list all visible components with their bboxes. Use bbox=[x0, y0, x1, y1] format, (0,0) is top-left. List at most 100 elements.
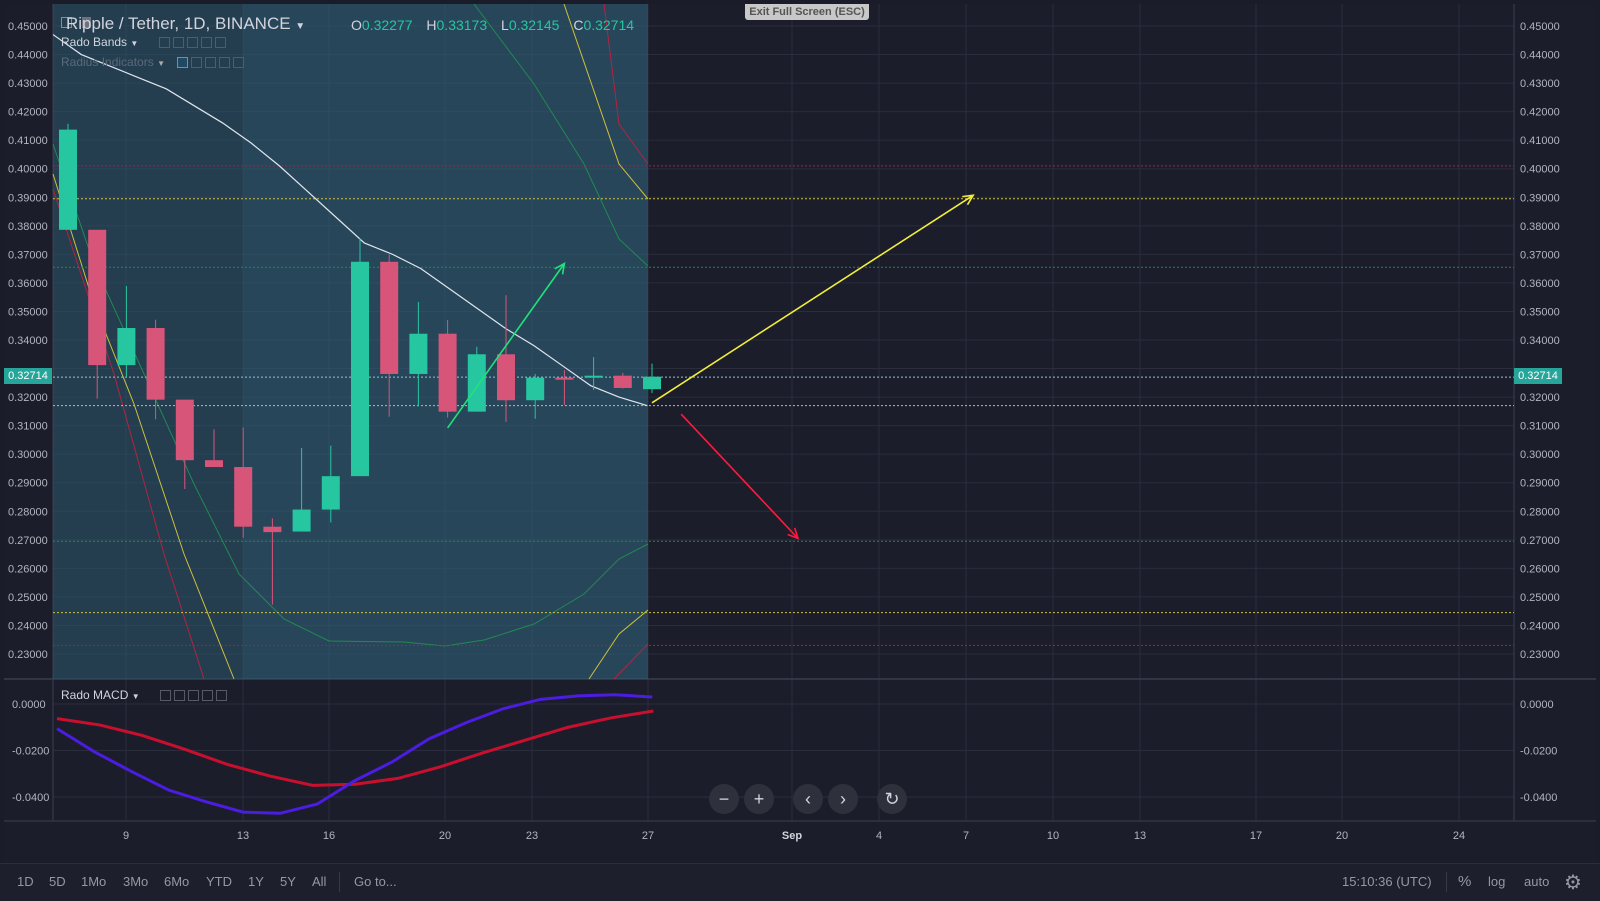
percent-toggle[interactable]: % bbox=[1458, 873, 1472, 890]
moving-average-line bbox=[52, 34, 648, 407]
macd-tick-left: -0.0400 bbox=[12, 792, 49, 804]
time-tick: 20 bbox=[439, 830, 451, 842]
source-icon[interactable] bbox=[187, 690, 199, 702]
auto-toggle[interactable]: auto bbox=[1524, 874, 1550, 889]
ohlc-legend: O0.32277 H0.33173 L0.32145 C0.32714 bbox=[351, 17, 635, 33]
candle-body bbox=[584, 375, 603, 378]
scroll-right-button[interactable]: › bbox=[828, 784, 858, 814]
range-1d[interactable]: 1D bbox=[17, 874, 34, 889]
price-tick-right: 0.36000 bbox=[1520, 278, 1560, 290]
bottom-toolbar: 1D 5D 1Mo 3Mo 6Mo YTD 1Y 5Y All Go to...… bbox=[0, 863, 1600, 901]
gear-icon[interactable] bbox=[172, 37, 184, 49]
price-tick-right: 0.28000 bbox=[1520, 506, 1560, 518]
range-5y[interactable]: 5Y bbox=[280, 874, 296, 889]
price-tick-right: 0.42000 bbox=[1520, 107, 1560, 119]
time-tick: 13 bbox=[237, 830, 249, 842]
macd-tick-right: 0.0000 bbox=[1520, 699, 1554, 711]
source-icon[interactable] bbox=[186, 37, 198, 49]
price-tick-left: 0.43000 bbox=[8, 78, 48, 90]
time-tick: 9 bbox=[123, 830, 129, 842]
zoom-in-button[interactable]: + bbox=[744, 784, 774, 814]
price-tick-left: 0.29000 bbox=[8, 478, 48, 490]
band-lower-yellow bbox=[588, 609, 649, 680]
price-tick-right: 0.25000 bbox=[1520, 592, 1560, 604]
close-icon[interactable] bbox=[215, 690, 227, 702]
close-icon[interactable] bbox=[233, 57, 245, 69]
price-tick-left: 0.23000 bbox=[8, 649, 48, 661]
range-1mo[interactable]: 1Mo bbox=[81, 874, 107, 889]
range-all[interactable]: All bbox=[312, 874, 327, 889]
candle-body bbox=[59, 129, 77, 230]
trend-arrow bbox=[446, 263, 566, 429]
time-tick: 4 bbox=[876, 830, 882, 842]
time-tick: 23 bbox=[526, 830, 538, 842]
range-5d[interactable]: 5D bbox=[49, 874, 66, 889]
trend-arrow bbox=[680, 413, 799, 539]
current-price-tag-right: 0.32714 bbox=[1514, 368, 1562, 384]
range-ytd[interactable]: YTD bbox=[206, 874, 232, 889]
price-tick-left: 0.37000 bbox=[8, 249, 48, 261]
macd-signal-line bbox=[56, 709, 654, 787]
candle-body bbox=[146, 328, 165, 400]
time-tick: 10 bbox=[1047, 830, 1059, 842]
time-tick: 7 bbox=[963, 830, 969, 842]
price-chart[interactable]: 0.45000 0.45000 0.44000 0.44000 0.43000 0.430… bbox=[4, 4, 1596, 896]
indicator-radius[interactable]: Radius Indicators ▼ bbox=[61, 55, 245, 69]
price-tick-left: 0.31000 bbox=[8, 421, 48, 433]
chevron-down-icon[interactable]: ▼ bbox=[295, 21, 306, 32]
exit-fullscreen-button[interactable]: Exit Full Screen (ESC) bbox=[745, 4, 869, 20]
reset-chart-button[interactable]: ↻ bbox=[877, 784, 907, 814]
eye-icon[interactable] bbox=[177, 57, 189, 69]
price-tick-left: 0.42000 bbox=[8, 107, 48, 119]
candle-body bbox=[555, 377, 574, 380]
source-icon[interactable] bbox=[205, 57, 217, 69]
range-3mo[interactable]: 3Mo bbox=[123, 874, 149, 889]
price-tick-left: 0.39000 bbox=[8, 192, 48, 204]
range-6mo[interactable]: 6Mo bbox=[164, 874, 190, 889]
candle-body bbox=[526, 377, 545, 401]
range-1y[interactable]: 1Y bbox=[248, 874, 264, 889]
price-tick-right: 0.45000 bbox=[1520, 21, 1560, 33]
price-tick-right: 0.26000 bbox=[1520, 563, 1560, 575]
plus-icon[interactable] bbox=[201, 690, 213, 702]
price-tick-left: 0.27000 bbox=[8, 535, 48, 547]
price-tick-left: 0.28000 bbox=[8, 506, 48, 518]
chart-frame: 0.45000 0.45000 0.44000 0.44000 0.43000 0.430… bbox=[4, 4, 1596, 896]
indicator-macd[interactable]: Rado MACD ▼ bbox=[61, 688, 227, 702]
candle-body bbox=[263, 526, 282, 533]
price-tick-left: 0.45000 bbox=[8, 21, 48, 33]
band-upper-green bbox=[473, 4, 649, 267]
symbol-title[interactable]: Ripple / Tether, 1D, BINANCE bbox=[66, 14, 291, 33]
price-tick-left: 0.26000 bbox=[8, 563, 48, 575]
divider bbox=[1446, 872, 1447, 892]
chevron-down-icon: ▼ bbox=[130, 39, 139, 48]
eye-icon[interactable] bbox=[158, 37, 170, 49]
price-tick-left: 0.41000 bbox=[8, 135, 48, 147]
price-tick-right: 0.24000 bbox=[1520, 620, 1560, 632]
price-tick-right: 0.37000 bbox=[1520, 249, 1560, 261]
band-upper-yellow bbox=[563, 4, 649, 200]
price-tick-right: 0.39000 bbox=[1520, 192, 1560, 204]
gear-icon[interactable]: ⚙ bbox=[1564, 872, 1582, 894]
utc-clock[interactable]: 15:10:36 (UTC) bbox=[1342, 874, 1432, 889]
zoom-out-button[interactable]: − bbox=[709, 784, 739, 814]
price-tick-left: 0.36000 bbox=[8, 278, 48, 290]
eye-icon[interactable] bbox=[159, 690, 171, 702]
candle-body bbox=[205, 460, 223, 468]
candle-body bbox=[643, 376, 661, 390]
plus-icon[interactable] bbox=[219, 57, 231, 69]
log-toggle[interactable]: log bbox=[1488, 874, 1506, 889]
price-tick-left: 0.25000 bbox=[8, 592, 48, 604]
gear-icon[interactable] bbox=[191, 57, 203, 69]
plus-icon[interactable] bbox=[200, 37, 212, 49]
collapse-icon[interactable] bbox=[61, 17, 72, 28]
price-tick-left: 0.34000 bbox=[8, 335, 48, 347]
price-tick-right: 0.31000 bbox=[1520, 421, 1560, 433]
gear-icon[interactable] bbox=[173, 690, 185, 702]
scroll-left-button[interactable]: ‹ bbox=[793, 784, 823, 814]
indicator-bands[interactable]: Rado Bands ▼ bbox=[61, 35, 226, 49]
goto-button[interactable]: Go to... bbox=[354, 874, 397, 889]
close-icon[interactable] bbox=[214, 37, 226, 49]
band-upper-red bbox=[603, 4, 649, 165]
